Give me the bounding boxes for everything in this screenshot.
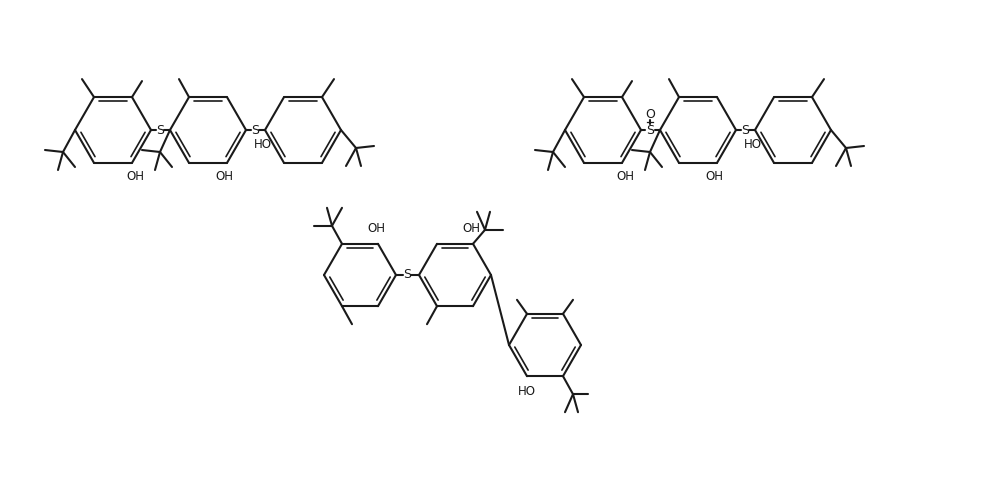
Text: HO: HO — [744, 137, 762, 151]
Text: O: O — [646, 108, 656, 120]
Text: S: S — [157, 123, 165, 136]
Text: OH: OH — [367, 222, 385, 235]
Text: OH: OH — [462, 222, 480, 235]
Text: OH: OH — [215, 170, 233, 183]
Text: OH: OH — [126, 170, 144, 183]
Text: S: S — [741, 123, 749, 136]
Text: HO: HO — [254, 137, 272, 151]
Text: S: S — [647, 123, 655, 136]
Text: S: S — [403, 268, 411, 281]
Text: OH: OH — [705, 170, 723, 183]
Text: OH: OH — [616, 170, 634, 183]
Text: HO: HO — [518, 384, 536, 397]
Text: S: S — [252, 123, 260, 136]
